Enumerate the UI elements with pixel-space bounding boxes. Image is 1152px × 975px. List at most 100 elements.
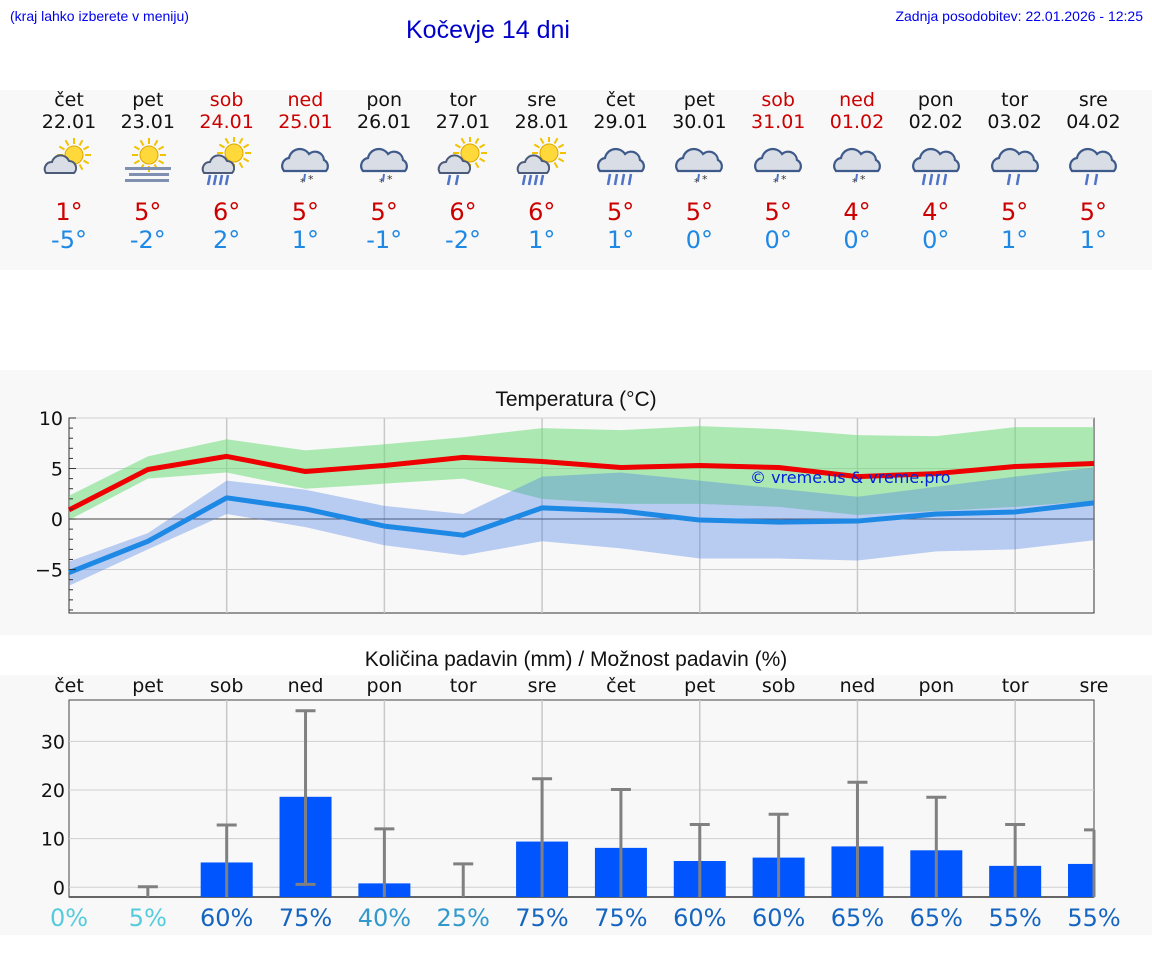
x-category-label: sob [762,675,796,697]
day-column: sob 24.01 [187,89,267,133]
x-category-label: sob [210,675,244,697]
day-date: 24.01 [199,111,254,133]
svg-text:*: * [852,176,858,189]
cloud-sleet-icon: * * [360,147,409,189]
watermark: © vreme.us & vreme.pro [750,468,951,487]
temperature-chart-title: Temperatura (°C) [495,388,657,411]
temp-max: 1° [55,198,83,226]
svg-text:*: * [694,176,700,189]
y-tick-label: 20 [41,780,65,802]
temp-min: 1° [291,226,320,254]
precip-chance: 75% [279,904,332,932]
cloud-showers-icon [1069,147,1118,186]
temp-max: 4° [922,198,950,226]
temp-max: 5° [370,198,398,226]
location-menu-hint[interactable]: (kraj lahko izberete v meniju) [10,8,189,24]
temp-max: 5° [1000,198,1029,226]
precipitation-chart: čet pet sob ned pon tor sre čet pet sob ned pon tor s… [41,675,1121,932]
svg-text:*: * [781,173,787,186]
y-tick-label: 0 [51,509,63,531]
precip-chance: 60% [673,904,726,932]
day-column: pet 30.01 [659,89,739,133]
temp-max: 5° [606,198,635,226]
temp-max: 5° [1079,198,1108,226]
min-temp-range [69,467,1094,586]
precip-chance: 65% [831,904,884,932]
page-title: Kočevje 14 dni [405,16,570,44]
precip-chance: 75% [515,904,568,932]
y-tick-label: 0 [53,877,65,899]
x-category-label: sre [1080,675,1109,697]
day-name: ned [287,89,324,111]
temp-max: 5° [764,198,792,226]
day-name: tor [1001,89,1029,111]
temp-max: 6° [449,198,477,226]
last-updated: Zadnja posodobitev: 22.01.2026 - 12:25 [895,8,1143,24]
day-name: pon [917,89,954,111]
day-date: 26.01 [356,111,412,133]
day-date: 31.01 [750,111,806,133]
day-column: sob 31.01 [738,89,818,133]
y-tick-label: −5 [35,560,63,582]
temp-min: 1° [528,226,556,254]
partly-cloudy-sun-icon [43,138,91,174]
day-column: pet 23.01 [108,89,188,133]
svg-text:*: * [702,173,708,186]
svg-text:*: * [860,173,866,186]
cloud-rain-icon [911,147,960,186]
precip-chance: 60% [200,904,253,932]
daily-forecast-band [0,90,1152,270]
day-column: čet 22.01 [29,89,109,133]
x-category-label: čet [606,675,636,697]
precip-chance: 0% [50,904,88,932]
day-column: pon 02.02 [896,89,976,133]
day-name: pet [132,89,164,111]
temp-min: -2° [129,226,166,254]
temp-max: 5° [291,198,320,226]
day-date: 25.01 [278,111,333,133]
x-category-label: pet [132,675,163,697]
y-tick-label: 5 [51,459,63,481]
temp-min: 1° [606,226,635,254]
day-date: 23.01 [120,111,175,133]
day-column: pon 26.01 [344,89,424,133]
day-name: sob [209,89,244,111]
day-column: tor 03.02 [975,89,1055,133]
day-date: 01.02 [829,111,885,133]
x-category-label: čet [54,675,84,697]
y-tick-label: 10 [39,408,63,430]
svg-text:*: * [300,176,306,189]
svg-text:*: * [387,173,393,186]
temp-max: 5° [685,198,714,226]
y-tick-label: 10 [41,829,65,851]
temp-min: 0° [843,226,871,254]
x-category-label: ned [840,675,876,697]
sun-fog-icon [124,138,171,182]
day-name: sob [761,89,795,111]
day-date: 03.02 [987,111,1042,133]
sun-showers-icon [437,137,487,186]
temp-min: -2° [445,226,481,254]
y-tick-label: 30 [41,731,65,753]
temp-max: 4° [843,198,871,226]
cloud-sleet-icon: * * [754,147,803,189]
temp-min: 1° [1079,226,1108,254]
day-date: 27.01 [435,111,491,133]
max-temp-range [69,426,1094,521]
svg-text:*: * [308,173,314,186]
cloud-showers-icon [990,147,1039,186]
day-column: čet 29.01 [581,89,661,133]
sun-rain-icon [516,137,566,186]
temp-min: -5° [51,226,87,254]
min-temp-line [68,495,1095,575]
precip-chance: 55% [988,904,1041,932]
temperature-chart: 10 5 0 −5 © vreme.us & vreme.pro [35,408,1095,614]
precip-bar [1068,863,1094,897]
precip-chance: 75% [594,904,647,932]
precip-chance: 40% [358,904,411,932]
day-name: pet [683,89,715,111]
day-date: 04.02 [1066,111,1121,133]
day-name: tor [449,89,477,111]
x-category-label: pon [918,675,954,697]
precip-chance: 55% [1067,904,1120,932]
